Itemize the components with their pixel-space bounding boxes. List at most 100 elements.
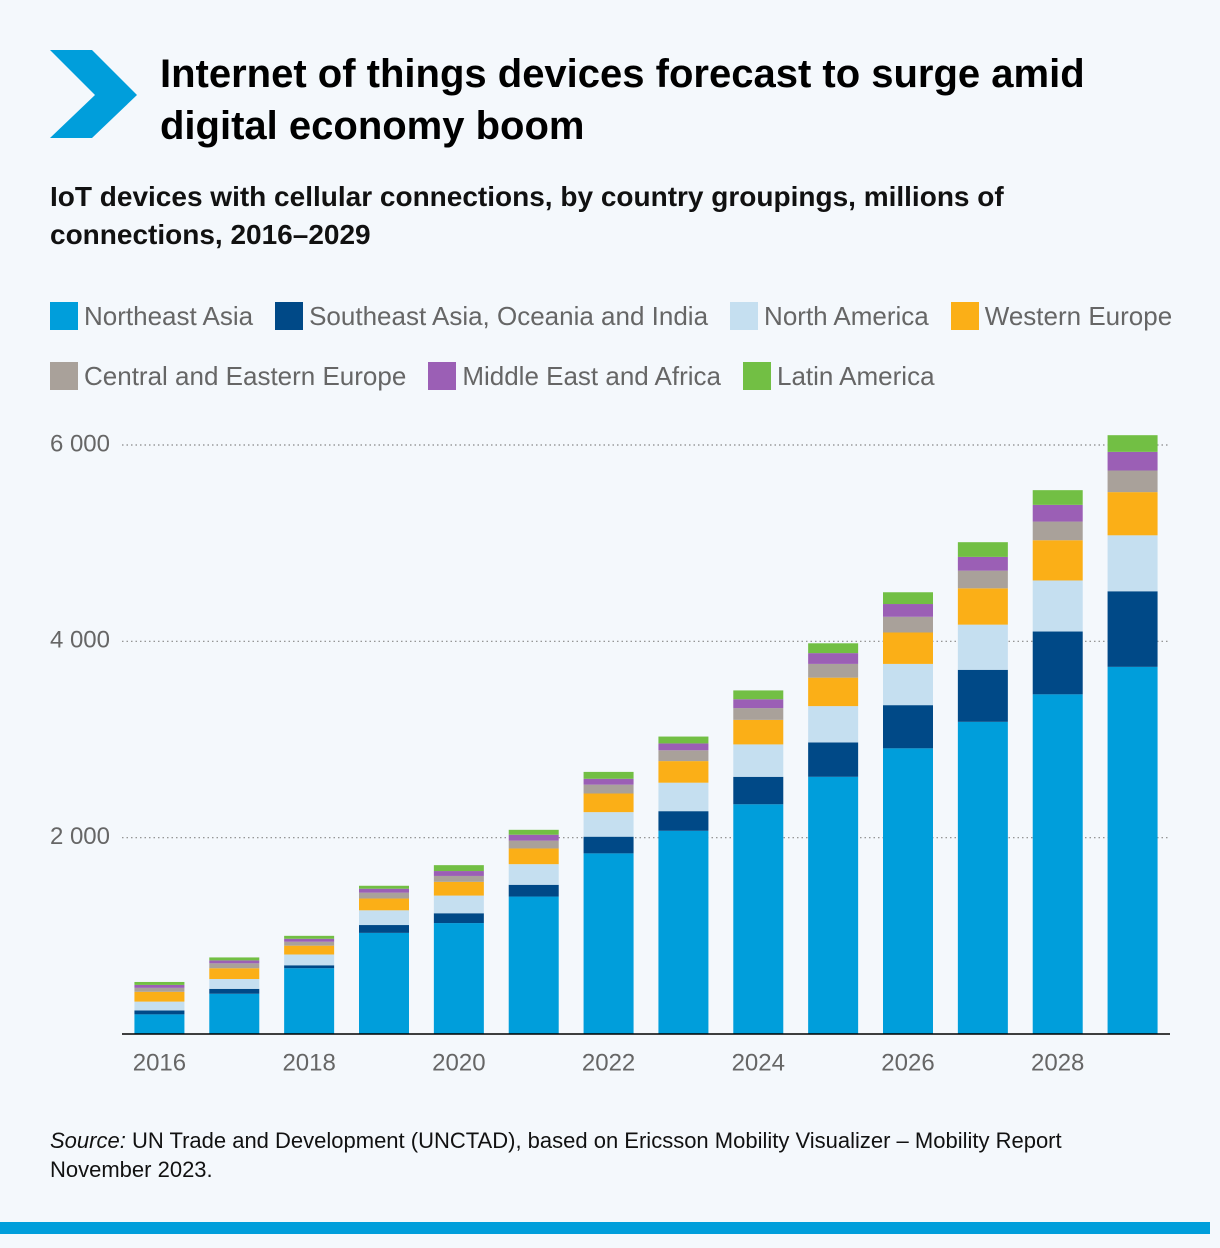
bar-segment [1107,666,1158,1034]
bar-segment [1107,435,1158,452]
bar-segment [1107,591,1158,667]
legend-item: Central and Eastern Europe [50,358,406,394]
legend-swatch [743,362,772,390]
chevron-icon [50,50,137,138]
bar-segment [583,836,634,854]
bar-segment [808,653,859,664]
bar-segment [1032,540,1083,581]
bar-segment [359,898,409,911]
bar-segment [359,885,409,889]
bar-segment [134,991,185,1002]
bar-segment [284,965,335,969]
bar-segment [733,690,784,700]
bar-segment [359,932,409,1034]
bar-segment [134,981,185,985]
bar-segment [134,1010,185,1015]
chart-title: Internet of things devices forecast to s… [160,52,1085,148]
bar-segment [733,744,784,777]
x-tick-label: 2024 [732,1049,785,1076]
x-tick-label: 2020 [432,1049,485,1076]
bar-segment [808,677,859,707]
bar-segment [508,884,559,897]
legend-item: North America [730,298,929,334]
bar-segment [433,881,484,896]
bar-segment [1107,492,1158,536]
bar-segment [1107,470,1158,493]
bar-segment [284,941,335,946]
bar-segment [957,542,1008,557]
bar-segment [433,871,484,876]
legend-label: Northeast Asia [84,300,254,331]
bar-segment [733,708,784,720]
bar-segment [284,938,335,942]
bar-segment [583,812,634,837]
legend-swatch [275,302,304,330]
bar-segment [134,1001,185,1011]
legend-item: Western Europe [950,298,1172,334]
legend-label: North America [764,300,929,331]
source-text: UN Trade and Development (UNCTAD), based… [50,1128,1062,1182]
bar-segment [1032,504,1083,522]
bar-segment [808,643,859,654]
bar-segment [508,848,559,865]
bar-segment [583,778,634,785]
bar-segment [433,913,484,924]
bar-segment [209,988,260,994]
bar-segment [883,604,933,617]
bar-segment [209,960,260,964]
legend-label: Southeast Asia, Oceania and India [309,300,709,331]
bar-segment [508,829,559,835]
bar-segment [733,776,784,805]
bar-segment [359,892,409,899]
bar-segment [583,793,634,813]
bar-segment [1107,535,1158,592]
bar-segment [658,811,709,831]
bar-segment [508,896,559,1034]
bar-segment [359,910,409,926]
bar-segment [433,865,484,872]
bar-segment [957,721,1008,1034]
bar-segment [658,750,709,762]
x-tick-label: 2018 [282,1049,335,1076]
legend-swatch [950,302,979,330]
bar-segment [957,588,1008,625]
bar-segment [359,925,409,933]
bar-segment [209,979,260,989]
bar-segment [658,761,709,783]
legend-item: Middle East and Africa [428,358,721,394]
bar-segment [733,699,784,709]
bar-segment [883,632,933,664]
x-tick-label: 2026 [881,1049,934,1076]
bar-segment [658,782,709,812]
legend: Northeast Asia Southeast Asia, Oceania an… [50,298,1180,394]
bar-segment [883,748,933,1034]
bar-segment [508,864,559,885]
bar-segment [658,743,709,751]
bar-segment [733,804,784,1034]
bar-segment [433,895,484,914]
bar-segment [359,888,409,893]
bar-segment [808,663,859,678]
bar-segment [883,616,933,633]
bar-segment [808,742,859,777]
legend-item: Southeast Asia, Oceania and India [275,298,708,334]
legend-swatch [730,302,759,330]
bar-segment [433,875,484,882]
y-tick-label: 2 000 [50,823,110,850]
legend-label: Middle East and Africa [462,360,722,391]
bar-segment [209,963,260,969]
bar-segment [284,954,335,966]
bar-segment [808,706,859,743]
bar-segment [209,957,260,961]
bar-segment [583,771,634,779]
bar-segment [209,993,260,1034]
source-note: Source: UN Trade and Development (UNCTAD… [50,1126,1150,1184]
bar-segment [808,776,859,1034]
bar-segment [583,853,634,1034]
bar-segment [1107,451,1158,471]
legend-swatch [50,362,78,390]
x-tick-label: 2022 [582,1049,635,1076]
y-tick-label: 6 000 [50,430,110,457]
